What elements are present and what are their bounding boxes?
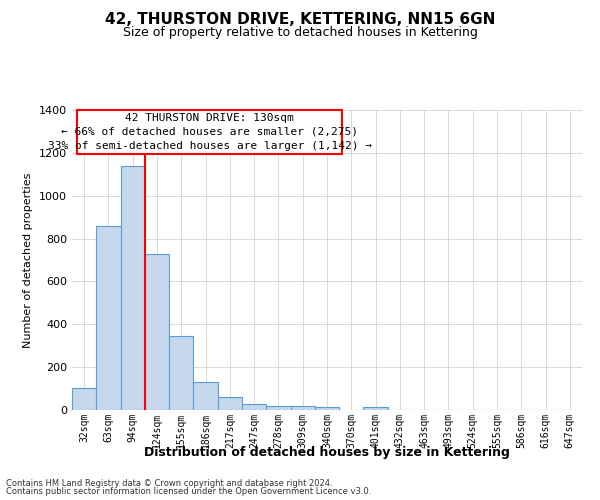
Text: 42, THURSTON DRIVE, KETTERING, NN15 6GN: 42, THURSTON DRIVE, KETTERING, NN15 6GN [105, 12, 495, 28]
Bar [266, 406, 290, 410]
Bar [96, 226, 121, 410]
Bar [193, 382, 218, 410]
Bar [242, 404, 266, 410]
FancyBboxPatch shape [77, 110, 342, 154]
Y-axis label: Number of detached properties: Number of detached properties [23, 172, 34, 348]
Bar [315, 407, 339, 410]
Text: Size of property relative to detached houses in Kettering: Size of property relative to detached ho… [122, 26, 478, 39]
Text: 42 THURSTON DRIVE: 130sqm
← 66% of detached houses are smaller (2,275)
33% of se: 42 THURSTON DRIVE: 130sqm ← 66% of detac… [48, 113, 372, 151]
Bar [364, 407, 388, 410]
Bar [169, 336, 193, 410]
Bar [121, 166, 145, 410]
Text: Contains public sector information licensed under the Open Government Licence v3: Contains public sector information licen… [6, 487, 371, 496]
Bar [290, 406, 315, 410]
Bar [218, 397, 242, 410]
Bar [72, 388, 96, 410]
Text: Distribution of detached houses by size in Kettering: Distribution of detached houses by size … [144, 446, 510, 459]
Text: Contains HM Land Registry data © Crown copyright and database right 2024.: Contains HM Land Registry data © Crown c… [6, 478, 332, 488]
Bar [145, 254, 169, 410]
